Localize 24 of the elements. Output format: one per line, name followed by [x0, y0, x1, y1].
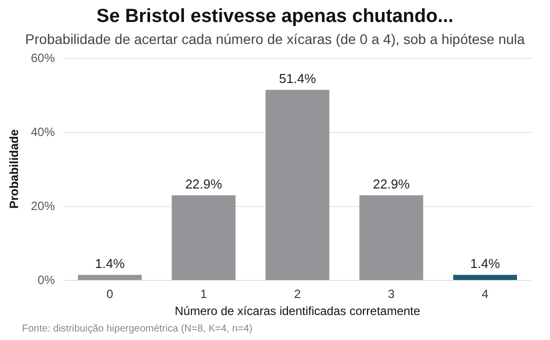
x-axis-title: Número de xícaras identificadas corretamente — [174, 304, 421, 318]
y-tick-label: 20% — [30, 199, 56, 213]
data-label: 22.9% — [372, 176, 410, 192]
chart-title: Se Bristol estivesse apenas chutando... — [96, 6, 454, 27]
data-label: 1.4% — [95, 256, 126, 271]
source-note: Fonte: distribuição hipergeométrica (N=8, K=4, n=4) — [22, 324, 252, 334]
y-tick-label: 40% — [30, 125, 56, 139]
bar — [172, 195, 236, 280]
x-tick-label: 1 — [200, 287, 208, 301]
x-tick-label: 3 — [388, 287, 395, 301]
x-tick-label: 4 — [482, 287, 489, 301]
x-tick-label: 2 — [294, 287, 302, 301]
data-label: 51.4% — [279, 70, 316, 86]
data-label: 22.9% — [185, 176, 223, 192]
bar — [359, 195, 424, 280]
y-axis-title: Probabilidade — [7, 129, 21, 209]
data-label: 1.4% — [470, 256, 500, 271]
y-tick-label: 60% — [30, 51, 56, 65]
bar — [453, 274, 517, 280]
bar — [78, 274, 142, 280]
x-tick-label: 0 — [106, 287, 114, 301]
bar — [266, 90, 330, 280]
chart-subtitle: Probabilidade de acertar cada número de xícaras (de 0 a 4), sob a hipótese nula — [25, 31, 526, 47]
y-tick-label: 0% — [38, 273, 56, 287]
